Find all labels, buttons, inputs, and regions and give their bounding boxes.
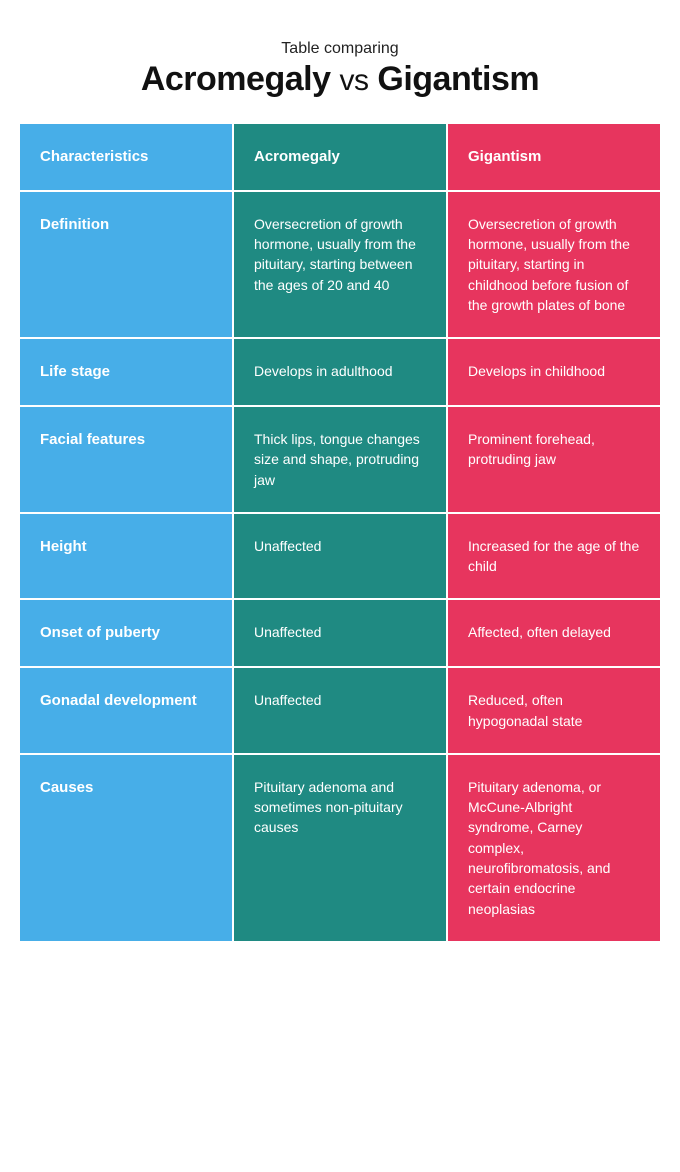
table-row: Onset of puberty Unaffected Affected, of… bbox=[20, 600, 660, 668]
cell-acromegaly: Oversecretion of growth hormone, usually… bbox=[232, 192, 446, 339]
cell-gigantism: Affected, often delayed bbox=[446, 600, 660, 668]
table-row: Definition Oversecretion of growth hormo… bbox=[20, 192, 660, 339]
table-row: Height Unaffected Increased for the age … bbox=[20, 514, 660, 601]
cell-acromegaly: Pituitary adenoma and sometimes non-pitu… bbox=[232, 755, 446, 941]
row-label: Causes bbox=[20, 755, 232, 941]
title-vs: vs bbox=[339, 64, 368, 97]
cell-acromegaly: Unaffected bbox=[232, 668, 446, 755]
cell-gigantism: Pituitary adenoma, or McCune-Albright sy… bbox=[446, 755, 660, 941]
page-header: Table comparing Acromegaly vs Gigantism bbox=[20, 40, 660, 99]
title-right: Gigantism bbox=[377, 60, 539, 98]
cell-acromegaly: Unaffected bbox=[232, 600, 446, 668]
table-row: Facial features Thick lips, tongue chang… bbox=[20, 407, 660, 514]
row-label: Gonadal development bbox=[20, 668, 232, 755]
page-title: Acromegaly vs Gigantism bbox=[20, 60, 660, 99]
row-label: Onset of puberty bbox=[20, 600, 232, 668]
cell-gigantism: Increased for the age of the child bbox=[446, 514, 660, 601]
cell-acromegaly: Unaffected bbox=[232, 514, 446, 601]
row-label: Facial features bbox=[20, 407, 232, 514]
title-left: Acromegaly bbox=[141, 60, 331, 98]
cell-gigantism: Prominent forehead, protruding jaw bbox=[446, 407, 660, 514]
cell-gigantism: Oversecretion of growth hormone, usually… bbox=[446, 192, 660, 339]
cell-gigantism: Reduced, often hypogonadal state bbox=[446, 668, 660, 755]
table-row: Causes Pituitary adenoma and sometimes n… bbox=[20, 755, 660, 941]
row-label: Life stage bbox=[20, 339, 232, 407]
comparison-table: Characteristics Acromegaly Gigantism Def… bbox=[20, 124, 660, 941]
row-label: Height bbox=[20, 514, 232, 601]
subtitle: Table comparing bbox=[20, 40, 660, 58]
table-row: Gonadal development Unaffected Reduced, … bbox=[20, 668, 660, 755]
col-header-characteristics: Characteristics bbox=[20, 124, 232, 192]
table-row: Life stage Develops in adulthood Develop… bbox=[20, 339, 660, 407]
col-header-acromegaly: Acromegaly bbox=[232, 124, 446, 192]
cell-gigantism: Develops in childhood bbox=[446, 339, 660, 407]
table-header-row: Characteristics Acromegaly Gigantism bbox=[20, 124, 660, 192]
row-label: Definition bbox=[20, 192, 232, 339]
cell-acromegaly: Thick lips, tongue changes size and shap… bbox=[232, 407, 446, 514]
cell-acromegaly: Develops in adulthood bbox=[232, 339, 446, 407]
col-header-gigantism: Gigantism bbox=[446, 124, 660, 192]
